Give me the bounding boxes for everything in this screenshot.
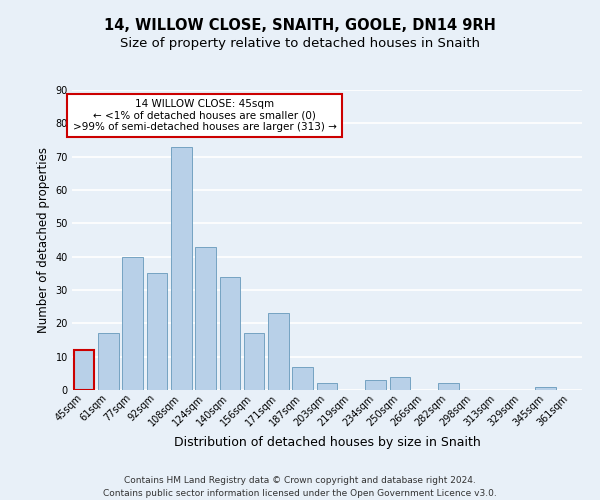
Y-axis label: Number of detached properties: Number of detached properties	[37, 147, 50, 333]
Bar	[535, 386, 556, 390]
Bar	[195, 246, 216, 390]
Text: 14, WILLOW CLOSE, SNAITH, GOOLE, DN14 9RH: 14, WILLOW CLOSE, SNAITH, GOOLE, DN14 9R…	[104, 18, 496, 32]
Bar	[268, 314, 289, 390]
Bar	[438, 384, 459, 390]
Bar	[220, 276, 240, 390]
Bar	[292, 366, 313, 390]
Bar	[122, 256, 143, 390]
Bar	[317, 384, 337, 390]
Bar	[146, 274, 167, 390]
Bar	[244, 334, 265, 390]
Bar	[74, 350, 94, 390]
Bar	[98, 334, 119, 390]
Text: Contains HM Land Registry data © Crown copyright and database right 2024.
Contai: Contains HM Land Registry data © Crown c…	[103, 476, 497, 498]
Bar	[365, 380, 386, 390]
Bar	[171, 146, 191, 390]
X-axis label: Distribution of detached houses by size in Snaith: Distribution of detached houses by size …	[173, 436, 481, 449]
Text: Size of property relative to detached houses in Snaith: Size of property relative to detached ho…	[120, 38, 480, 51]
Bar	[389, 376, 410, 390]
Text: 14 WILLOW CLOSE: 45sqm
← <1% of detached houses are smaller (0)
>99% of semi-det: 14 WILLOW CLOSE: 45sqm ← <1% of detached…	[73, 99, 337, 132]
